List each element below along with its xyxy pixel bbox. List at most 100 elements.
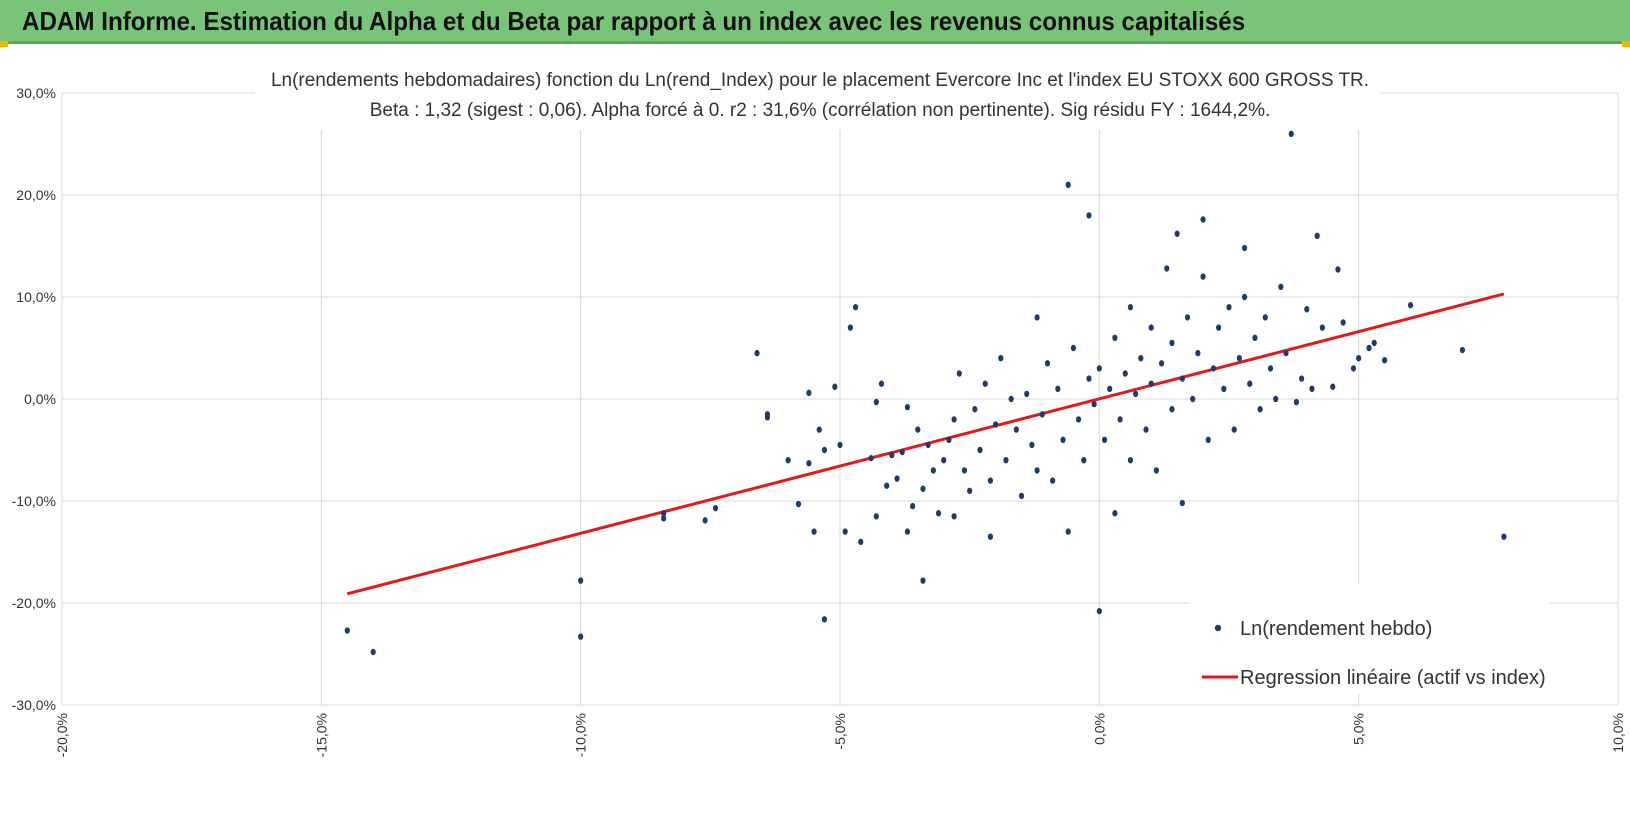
data-point <box>1148 324 1154 331</box>
legend-label-regression: Regression linéaire (actif vs index) <box>1240 667 1546 689</box>
data-point <box>1335 266 1341 273</box>
scatter-points <box>344 130 1507 656</box>
data-point <box>1350 365 1357 372</box>
data-point <box>1143 426 1149 433</box>
data-point <box>1174 230 1180 237</box>
data-point <box>1112 510 1118 517</box>
data-point <box>1003 457 1009 464</box>
x-tick-label: -15,0% <box>313 713 329 757</box>
data-point <box>1044 360 1051 367</box>
data-point <box>1257 406 1263 413</box>
data-point <box>1101 436 1108 443</box>
data-point <box>785 457 791 464</box>
data-point <box>1164 265 1170 272</box>
data-point <box>1065 528 1071 535</box>
data-point <box>1200 216 1206 223</box>
data-point <box>1055 385 1061 392</box>
data-point <box>1319 324 1325 331</box>
data-point <box>1200 273 1206 280</box>
data-point <box>951 513 957 520</box>
data-point <box>1039 411 1045 418</box>
data-point <box>1262 314 1268 321</box>
data-point <box>1288 130 1294 137</box>
data-point <box>1117 416 1123 423</box>
legend-marker-points <box>1214 624 1222 632</box>
data-point <box>910 502 916 510</box>
data-point <box>941 457 947 464</box>
data-point <box>795 500 802 508</box>
y-tick-label: 10,0% <box>16 289 56 305</box>
data-point <box>982 380 988 387</box>
data-point <box>1138 355 1144 362</box>
data-point <box>1330 383 1336 390</box>
data-point <box>1065 181 1071 188</box>
y-tick-label: 30,0% <box>16 85 56 101</box>
data-point <box>1278 283 1284 290</box>
data-point <box>661 510 667 517</box>
data-point <box>1356 355 1362 362</box>
x-tick-label: 0,0% <box>1091 713 1107 745</box>
data-point <box>578 577 584 584</box>
data-point <box>961 467 968 474</box>
corner-marker-right <box>1622 41 1630 47</box>
legend-label-points: Ln(rendement hebdo) <box>1240 618 1432 640</box>
data-point <box>873 398 879 406</box>
data-point <box>1013 426 1019 433</box>
data-point <box>754 349 760 357</box>
data-point <box>904 528 911 535</box>
data-point <box>1153 467 1159 474</box>
data-point <box>993 421 999 428</box>
data-point <box>1096 365 1102 372</box>
data-point <box>977 446 983 454</box>
scatter-chart: 30,0%20,0%10,0%0,0%-10,0%-20,0%-30,0%-20… <box>12 64 1626 757</box>
data-point <box>1070 344 1076 352</box>
data-point <box>1241 244 1248 252</box>
legend: Ln(rendement hebdo) Regression linéaire … <box>1190 584 1550 694</box>
data-point <box>1024 390 1030 398</box>
data-point <box>370 648 376 656</box>
data-point <box>1148 380 1154 387</box>
data-point <box>972 406 978 413</box>
data-point <box>915 426 921 433</box>
data-point <box>1133 390 1139 398</box>
x-tick-label: -20,0% <box>54 713 70 757</box>
data-point <box>1247 380 1253 387</box>
data-point <box>904 403 911 411</box>
regression-line-group <box>346 292 1505 596</box>
data-point <box>884 482 890 489</box>
data-point <box>806 460 812 467</box>
data-point <box>868 454 874 462</box>
data-point <box>821 616 828 623</box>
chart-title-line2: Beta : 1,32 (sigest : 0,06). Alpha forcé… <box>370 100 1271 121</box>
data-point <box>1366 344 1372 352</box>
data-point <box>873 513 879 520</box>
data-point <box>894 475 900 482</box>
data-point <box>852 304 859 311</box>
data-point <box>858 538 864 545</box>
data-point <box>1034 314 1040 321</box>
data-point <box>1205 436 1211 443</box>
data-point <box>806 389 812 397</box>
data-point <box>816 426 822 433</box>
data-point <box>1273 395 1279 403</box>
data-point <box>1340 319 1346 326</box>
data-point <box>998 355 1004 362</box>
data-point <box>1112 334 1118 341</box>
data-point <box>1169 339 1175 347</box>
y-tick-label: -20,0% <box>12 595 56 611</box>
data-point <box>821 446 828 454</box>
data-point <box>1075 416 1082 423</box>
data-point <box>811 528 817 535</box>
data-point <box>1236 355 1242 362</box>
y-tick-label: 0,0% <box>24 391 56 407</box>
data-point <box>702 517 708 524</box>
data-point <box>1179 499 1185 507</box>
data-point <box>1304 306 1310 313</box>
data-point <box>344 627 350 634</box>
data-point <box>1314 232 1320 239</box>
data-point <box>837 441 843 449</box>
data-point <box>987 477 994 484</box>
data-point <box>1086 212 1092 219</box>
data-point <box>1309 385 1315 392</box>
data-point <box>1086 375 1092 382</box>
